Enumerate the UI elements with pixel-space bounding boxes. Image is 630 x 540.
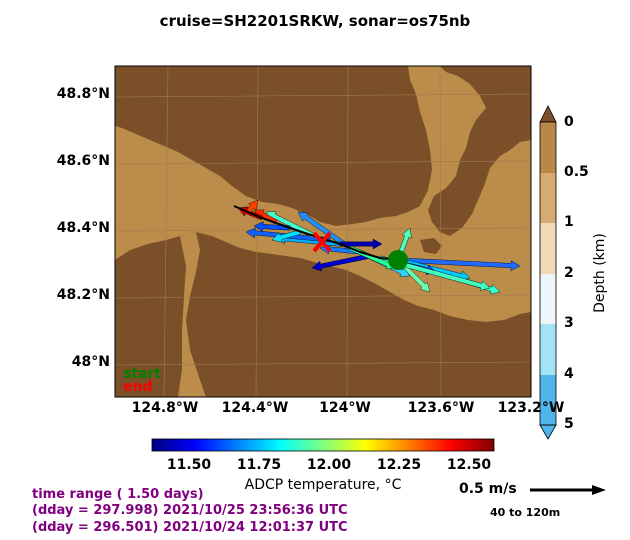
end-time-text: (dday = 297.998) 2021/10/25 23:56:36 UTC: [32, 503, 348, 518]
depth-colorbar-label: Depth (km): [592, 233, 608, 313]
temperature-colorbar: [151, 438, 495, 452]
depth-tick: 2: [564, 265, 574, 281]
velocity-arrow: [311, 253, 371, 272]
end-marker: [312, 231, 332, 253]
lat-label: 48.6°N: [56, 153, 110, 169]
san-juan-land: [428, 66, 531, 236]
depth-band-3: [540, 274, 556, 324]
ship-track: [233, 205, 399, 261]
time-range-text: time range ( 1.50 days): [32, 487, 204, 502]
lon-label: 123.6°W: [407, 400, 475, 416]
temp-tick: 12.50: [446, 457, 492, 473]
inlet-patch: [420, 238, 442, 254]
depth-colorbar: [539, 105, 557, 440]
lat-label: 48.4°N: [56, 220, 110, 236]
depth-tick: 5: [564, 416, 574, 432]
scale-depth-range: 40 to 120m: [490, 506, 561, 519]
depth-tick: 3: [564, 315, 574, 331]
plot-title: cruise=SH2201SRKW, sonar=os75nb: [159, 12, 471, 30]
depth-band-4: [540, 324, 556, 375]
depth-band-1: [540, 173, 556, 223]
start-marker: [388, 250, 408, 270]
depth-band-2: [540, 223, 556, 274]
lon-label: 124.8°W: [131, 400, 199, 416]
velocity-arrow: [246, 199, 259, 214]
temp-tick: 11.75: [236, 457, 282, 473]
lat-label: 48.2°N: [56, 287, 110, 303]
start-time-text: (dday = 296.501) 2021/10/24 12:01:37 UTC: [32, 520, 348, 535]
lon-label: 123.2°W: [497, 400, 565, 416]
temp-tick: 12.00: [306, 457, 352, 473]
depth-tick: 0.5: [564, 164, 589, 180]
end-legend: end: [123, 379, 153, 395]
temp-tick: 11.50: [166, 457, 212, 473]
temp-tick: 12.25: [376, 457, 422, 473]
temperature-colorbar-label: ADCP temperature, °C: [244, 477, 402, 493]
depth-band-5: [540, 375, 556, 425]
coast-notch: [178, 232, 206, 397]
map-frame: [114, 65, 532, 398]
depth-colorbar-bottom-extend: [539, 424, 557, 440]
vancouver-island-land: [115, 66, 432, 226]
start-legend: start: [123, 366, 162, 382]
velocity-arrow: [339, 238, 383, 250]
lat-label: 48.8°N: [56, 86, 110, 102]
map-area: [114, 65, 532, 398]
velocity-arrow: [253, 221, 291, 232]
lon-label: 124.4°W: [221, 400, 289, 416]
depth-colorbar-top-extend: [539, 105, 557, 123]
velocity-arrow: [319, 243, 361, 255]
depth-tick: 4: [564, 366, 574, 382]
lon-label: 124°W: [319, 400, 371, 416]
depth-tick: 0: [564, 114, 574, 130]
scale-arrow: [530, 485, 606, 495]
velocity-arrow: [397, 257, 521, 271]
depth-band-0: [540, 122, 556, 173]
velocity-arrow: [271, 229, 301, 243]
scale-label: 0.5 m/s: [459, 481, 517, 497]
depth-tick: 1: [564, 214, 574, 230]
olympic-peninsula-land: [115, 232, 531, 397]
lat-label: 48°N: [71, 354, 110, 370]
